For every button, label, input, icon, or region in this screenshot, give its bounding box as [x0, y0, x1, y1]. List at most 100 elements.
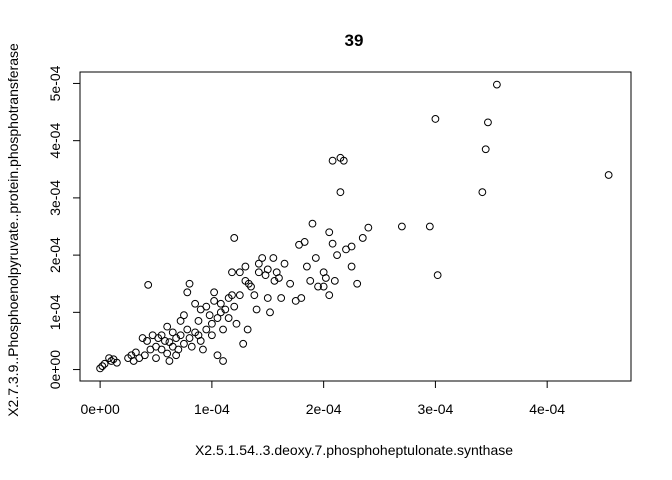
data-point — [250, 291, 259, 300]
y-axis: 0e+00 1e-04 2e-04 3e-04 4e-04 5e-04 — [47, 65, 81, 390]
data-point — [224, 314, 233, 322]
data-point — [314, 282, 322, 291]
data-point — [219, 325, 227, 334]
data-point — [216, 299, 225, 308]
data-point — [328, 156, 337, 165]
data-point — [235, 291, 244, 300]
data-point — [107, 357, 116, 365]
data-points — [96, 80, 613, 373]
data-point — [131, 348, 140, 357]
data-point — [302, 262, 311, 271]
data-point — [194, 331, 203, 340]
data-point — [207, 331, 216, 340]
y-axis-label: X2.7.3.9..Phosphoenolpyruvate..protein.p… — [5, 43, 21, 417]
data-point — [266, 308, 274, 317]
x-axis: 0e+00 1e-04 2e-04 3e-04 4e-04 — [80, 380, 565, 417]
data-point — [358, 234, 367, 242]
data-point — [263, 265, 272, 274]
y-tick-label: 1e-04 — [47, 294, 63, 330]
data-point — [353, 279, 362, 288]
data-point — [163, 349, 172, 358]
data-point — [180, 339, 188, 348]
data-point — [270, 276, 279, 285]
data-point — [183, 288, 192, 297]
data-point — [244, 279, 253, 288]
data-point — [347, 242, 356, 251]
data-point — [96, 364, 105, 373]
data-point — [161, 337, 169, 345]
data-point — [176, 331, 185, 340]
y-tick-label: 0e+00 — [47, 350, 63, 390]
data-point — [243, 325, 252, 334]
y-tick-label: 5e-04 — [47, 65, 63, 101]
data-point — [252, 305, 261, 314]
data-point — [144, 280, 153, 289]
data-point — [202, 325, 211, 334]
data-point — [277, 294, 286, 302]
data-point — [241, 262, 250, 271]
data-point — [347, 262, 356, 271]
data-point — [176, 317, 185, 325]
chart-title: 39 — [345, 31, 364, 50]
data-point — [230, 234, 239, 242]
data-point — [339, 156, 348, 165]
data-point — [397, 222, 406, 231]
y-tick-label: 3e-04 — [47, 180, 63, 216]
data-point — [213, 351, 222, 360]
x-tick-label: 0e+00 — [80, 401, 120, 417]
data-point — [143, 337, 151, 345]
x-tick-label: 3e-04 — [418, 401, 454, 417]
data-point — [254, 259, 263, 268]
data-point — [187, 342, 196, 351]
data-point — [254, 268, 263, 277]
data-point — [308, 219, 317, 228]
data-point — [213, 314, 222, 322]
data-point — [319, 282, 328, 291]
data-point — [221, 305, 230, 314]
data-point — [321, 274, 330, 282]
data-point — [336, 188, 345, 197]
data-point — [311, 254, 320, 262]
data-point — [185, 279, 194, 288]
data-point — [325, 228, 334, 237]
data-point — [333, 251, 341, 260]
data-point — [280, 259, 289, 268]
data-point — [207, 319, 216, 328]
data-point — [152, 354, 160, 363]
data-point — [239, 339, 248, 348]
data-point — [328, 239, 337, 248]
data-point — [364, 223, 373, 232]
data-point — [269, 254, 278, 262]
data-point — [263, 294, 272, 302]
data-point — [300, 238, 309, 246]
data-point — [165, 357, 174, 365]
data-point — [165, 338, 174, 346]
data-point — [219, 357, 227, 365]
data-point — [604, 171, 613, 179]
data-point — [202, 302, 211, 311]
data-point — [228, 268, 236, 277]
data-point — [163, 322, 172, 331]
data-point — [484, 118, 492, 127]
data-point — [172, 351, 181, 360]
data-point — [210, 296, 219, 305]
data-point — [205, 311, 214, 320]
data-point — [194, 317, 203, 325]
data-point — [168, 328, 177, 337]
data-point — [433, 271, 442, 280]
data-point — [185, 334, 194, 342]
data-point — [140, 351, 149, 360]
x-tick-label: 4e-04 — [529, 401, 565, 417]
data-point — [297, 294, 306, 302]
data-point — [157, 331, 166, 340]
data-point — [478, 188, 487, 197]
data-point — [431, 115, 440, 123]
data-point — [425, 222, 434, 231]
data-point — [210, 288, 219, 297]
y-tick-label: 2e-04 — [47, 237, 63, 273]
data-point — [112, 358, 121, 367]
data-point — [306, 276, 315, 285]
plot-frame — [79, 71, 632, 382]
data-point — [183, 325, 192, 334]
